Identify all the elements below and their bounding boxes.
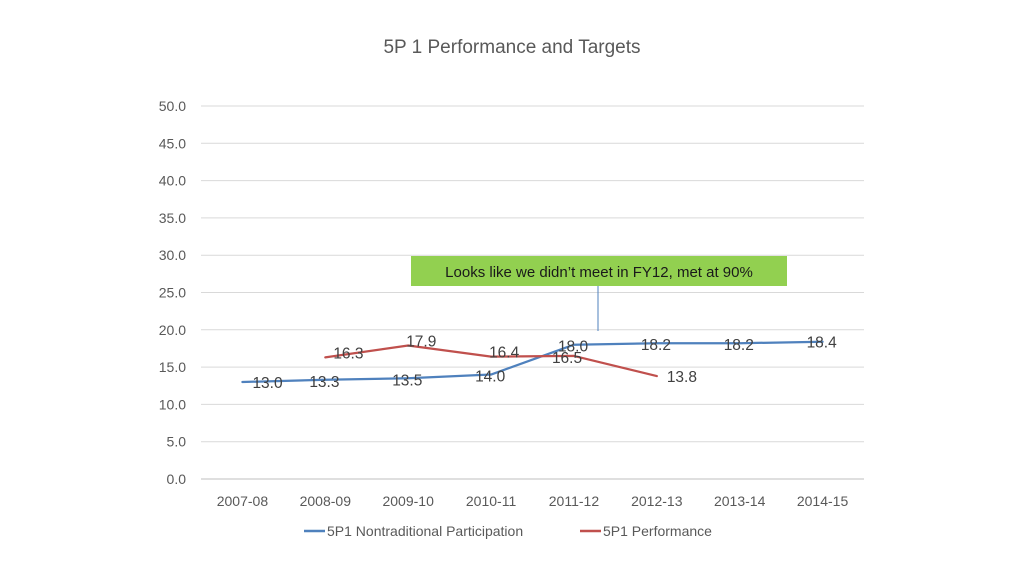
callout-box xyxy=(411,256,787,286)
data-label: 13.5 xyxy=(392,372,422,389)
y-tick-label: 15.0 xyxy=(159,359,186,375)
data-label: 18.2 xyxy=(641,337,671,354)
y-tick-label: 40.0 xyxy=(159,173,186,189)
y-tick-label: 30.0 xyxy=(159,247,186,263)
y-tick-label: 0.0 xyxy=(167,471,187,487)
y-tick-label: 5.0 xyxy=(167,434,187,450)
data-label: 18.4 xyxy=(807,335,838,352)
series-group: 13.0 13.3 13.5 14.0 18.0 18.2 18.2 18.4 16.3 17.9… xyxy=(241,333,838,392)
data-label: 16.5 xyxy=(552,350,582,367)
y-tick-label: 20.0 xyxy=(159,322,186,338)
legend: 5P1 Nontraditional Participation 5P1 Perf… xyxy=(304,523,712,539)
x-tick-label: 2013-14 xyxy=(714,493,766,509)
callout-text: Looks like we didn’t meet in FY12, met a… xyxy=(445,264,753,281)
y-tick-label: 25.0 xyxy=(159,285,186,301)
x-tick-label: 2009-10 xyxy=(382,493,434,509)
chart-title: 5P 1 Performance and Targets xyxy=(383,37,640,58)
x-tick-label: 2014-15 xyxy=(797,493,849,509)
y-tick-label: 45.0 xyxy=(159,135,186,151)
x-tick-label: 2010-11 xyxy=(466,493,517,509)
callout-annotation: Looks like we didn’t meet in FY12, met a… xyxy=(411,256,787,331)
data-label: 13.3 xyxy=(309,374,339,391)
data-label: 16.4 xyxy=(489,345,520,362)
data-label: 18.0 xyxy=(558,339,589,356)
y-tick-label: 50.0 xyxy=(159,98,186,114)
legend-label: 5P1 Nontraditional Participation xyxy=(327,523,523,539)
data-label: 14.0 xyxy=(475,369,506,386)
y-tick-label: 35.0 xyxy=(159,210,186,226)
legend-label: 5P1 Performance xyxy=(603,523,712,539)
data-label: 13.0 xyxy=(252,375,283,392)
series-line-1 xyxy=(241,340,824,384)
x-tick-label: 2007-08 xyxy=(217,493,269,509)
gridlines xyxy=(201,105,864,480)
data-label: 18.2 xyxy=(724,337,754,354)
x-tick-label: 2011-12 xyxy=(549,493,600,509)
data-label: 17.9 xyxy=(406,333,436,350)
y-axis: 0.0 5.0 10.0 15.0 20.0 25.0 30.0 35.0 40.0 45.0 50… xyxy=(159,98,186,487)
x-tick-label: 2012-13 xyxy=(631,493,683,509)
data-label: 13.8 xyxy=(667,369,697,386)
y-tick-label: 10.0 xyxy=(159,396,186,412)
x-tick-label: 2008-09 xyxy=(300,493,352,509)
x-axis: 2007-08 2008-09 2009-10 2010-11 2011-12 2012-… xyxy=(217,493,849,509)
data-label: 16.3 xyxy=(333,345,363,362)
